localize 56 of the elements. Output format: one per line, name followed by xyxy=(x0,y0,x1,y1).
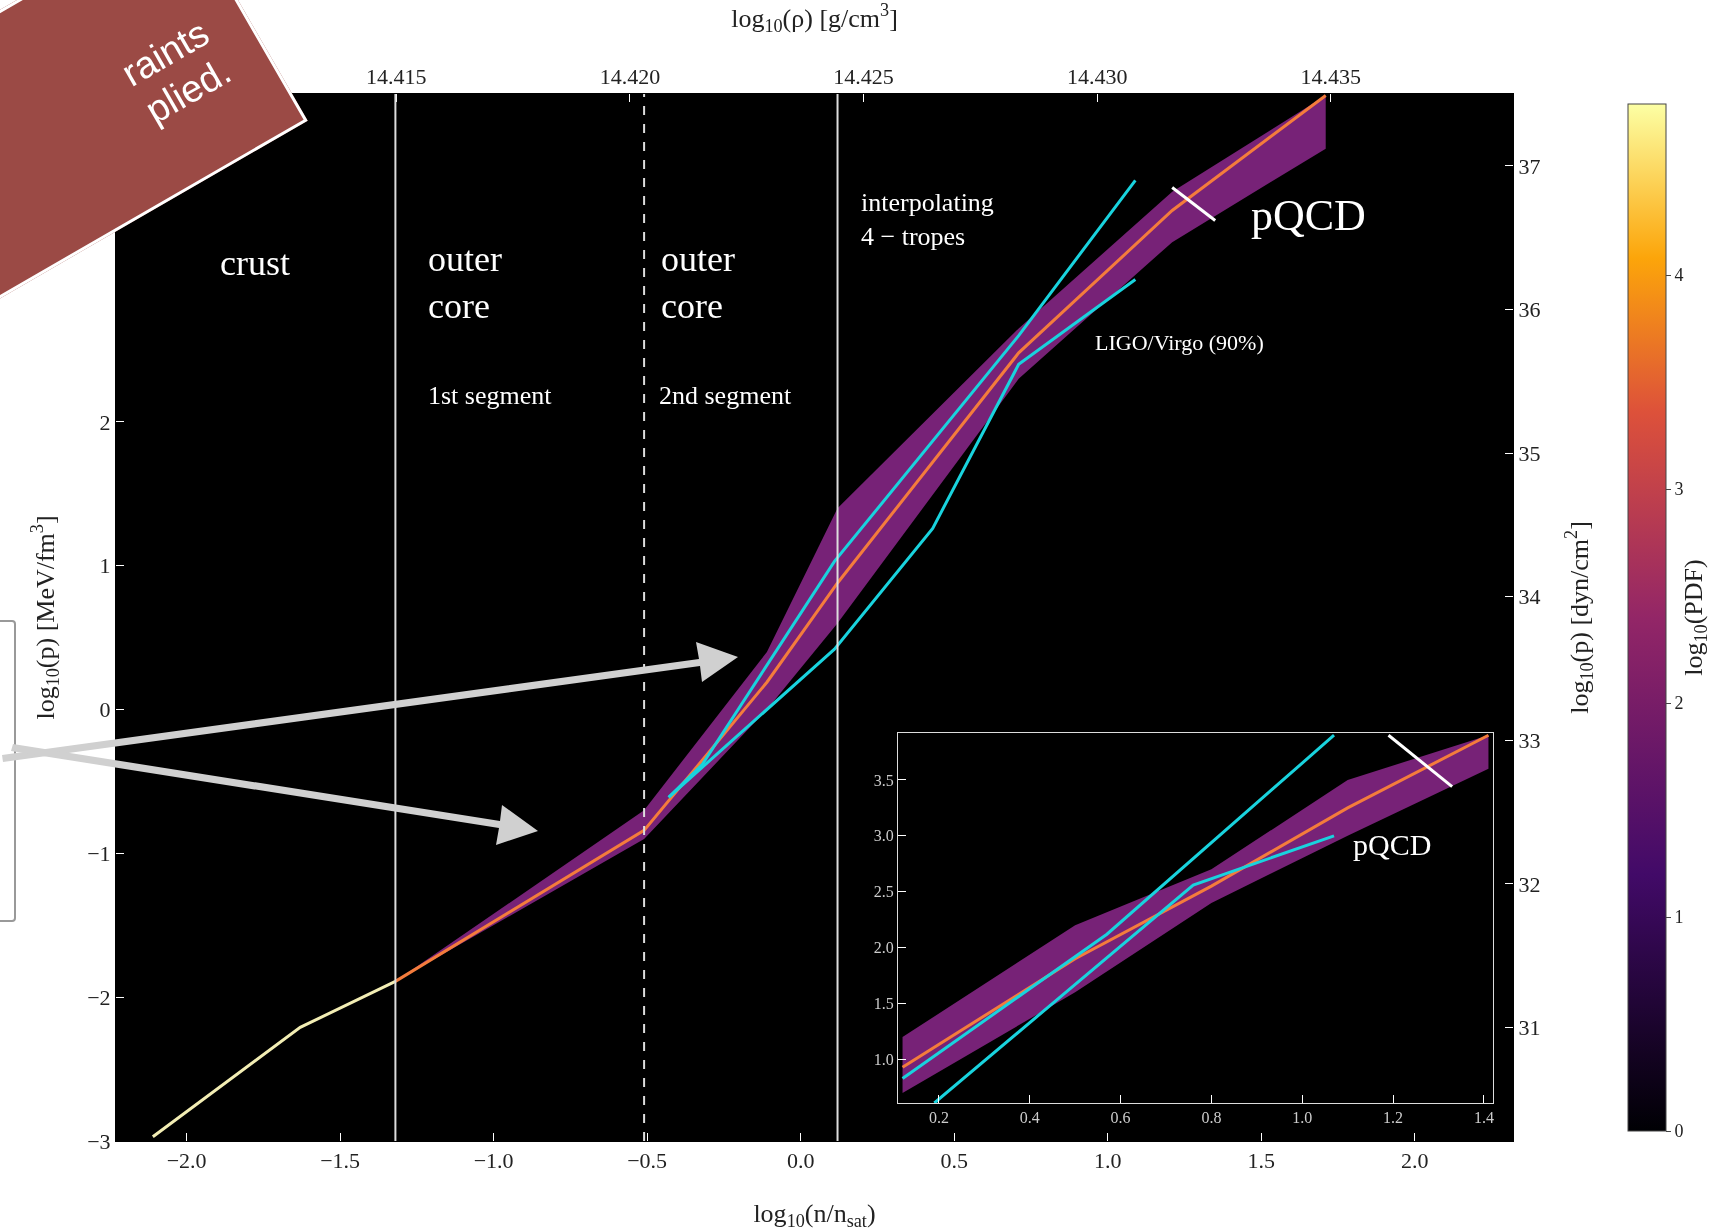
x-tick-label: 1.2 xyxy=(1383,1109,1404,1127)
x2-axis-title: log$_{10}$(ρ) [g/cm$^{3}$] xyxy=(731,0,898,37)
color-bar-label: 3 xyxy=(1674,479,1684,500)
y-tick-label: 1.0 xyxy=(873,1051,894,1068)
x-tick-label: 0.5 xyxy=(940,1148,968,1174)
y-tick-label: 1.5 xyxy=(873,995,894,1013)
color-bar-label: 1 xyxy=(1674,907,1684,928)
y-tick-label: −3 xyxy=(87,1128,111,1154)
x2-tick-label: 14.415 xyxy=(366,64,427,90)
annotation: crust xyxy=(220,243,290,283)
x-tick-label: −0.5 xyxy=(627,1148,668,1174)
x2-tick-label: 14.430 xyxy=(1066,64,1128,90)
color-bar-label: 4 xyxy=(1674,265,1684,286)
x-tick-label: 0.4 xyxy=(1019,1109,1040,1127)
color-bar-label: 2 xyxy=(1674,693,1684,714)
y-tick-label: 2.0 xyxy=(873,939,894,957)
y2-tick-label: 34 xyxy=(1518,584,1541,610)
annotation: LIGO/Virgo (90%) xyxy=(1095,330,1264,355)
x2-tick-label: 14.420 xyxy=(599,64,661,90)
y-tick-label: 1 xyxy=(99,553,111,579)
x-tick-label: −1.5 xyxy=(320,1148,361,1174)
x-tick-label: 0.8 xyxy=(1201,1109,1222,1127)
annotation: 2nd segment xyxy=(659,381,792,410)
y-tick-label: 3.0 xyxy=(873,827,894,845)
y2-tick-label: 37 xyxy=(1518,153,1541,179)
annotation: outer core xyxy=(428,239,502,326)
x-tick-label: 2.0 xyxy=(1401,1148,1429,1174)
annotation: pQCD xyxy=(1353,828,1432,861)
x-tick-label: 0.6 xyxy=(1110,1109,1131,1127)
y-tick-label: 3.5 xyxy=(873,771,894,789)
x-axis-title: log$_{10}$(n/n$_{sat}$) xyxy=(753,1198,876,1231)
y-tick-label: 2.5 xyxy=(873,883,894,901)
annotation: outer core xyxy=(661,239,735,326)
y-tick-label: 0 xyxy=(99,697,111,723)
x-tick-label: 0.2 xyxy=(928,1109,949,1127)
color-bar-label: 0 xyxy=(1674,1121,1684,1142)
y-tick-label: −2 xyxy=(87,984,111,1010)
y2-tick-label: 31 xyxy=(1518,1015,1541,1041)
y-tick-label: −1 xyxy=(87,841,111,867)
x-tick-label: −2.0 xyxy=(166,1148,207,1174)
x-tick-label: 0.0 xyxy=(786,1148,815,1174)
y2-tick-label: 36 xyxy=(1518,297,1541,323)
x-tick-label: 1.5 xyxy=(1247,1148,1275,1174)
x-tick-label: 1.0 xyxy=(1093,1148,1122,1174)
y-tick-label: 2 xyxy=(99,409,111,435)
x2-tick-label: 14.435 xyxy=(1300,64,1362,90)
annotation: interpolating 4 − tropes xyxy=(861,188,994,251)
annotation: 1st segment xyxy=(428,381,553,410)
y2-tick-label: 35 xyxy=(1518,440,1541,466)
y2-tick-label: 32 xyxy=(1518,871,1541,897)
x-tick-label: −1.0 xyxy=(473,1148,514,1174)
x2-tick-label: 14.425 xyxy=(833,64,894,90)
x-tick-label: 1.0 xyxy=(1292,1109,1313,1127)
y2-tick-label: 33 xyxy=(1518,728,1541,753)
annotation: pQCD xyxy=(1251,191,1366,240)
x-tick-label: 1.4 xyxy=(1473,1109,1494,1127)
